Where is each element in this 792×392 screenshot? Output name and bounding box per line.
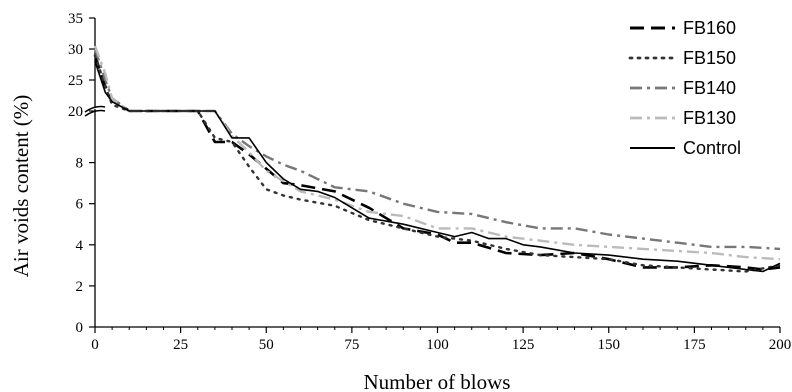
x-tick-label: 25 — [173, 337, 188, 353]
y-tick-label: 4 — [76, 238, 84, 254]
series-line-fb140 — [93, 48, 781, 251]
axis-break-mark-upper — [84, 105, 106, 113]
y-tick-label: 2 — [76, 279, 84, 295]
legend-label-fb160: FB160 — [683, 18, 736, 38]
legend-label-fb130: FB130 — [683, 108, 736, 128]
legend-label-fb150: FB150 — [683, 48, 736, 68]
x-tick-label: 175 — [683, 337, 706, 353]
x-tick-label: 150 — [598, 337, 621, 353]
y-tick-label: 8 — [76, 156, 84, 172]
legend-label-fb140: FB140 — [683, 78, 736, 98]
legend-label-control: Control — [683, 138, 741, 158]
y-tick-label: 0 — [76, 320, 84, 336]
x-axis-title: Number of blows — [364, 370, 511, 392]
y-tick-label: 25 — [68, 73, 83, 89]
axes: 0 25 50 75 100 125 150 175 200 0 2 4 6 8 20 25 30 35 — [68, 11, 791, 353]
series-line-fb150 — [93, 54, 782, 273]
x-tick-label: 50 — [259, 337, 274, 353]
y-tick-label: 35 — [68, 11, 83, 27]
series-line-fb160 — [93, 54, 781, 271]
x-tick-label: 125 — [512, 337, 535, 353]
legend: FB160 FB150 FB140 FB130 Control — [628, 18, 741, 158]
x-tick-label: 75 — [344, 337, 359, 353]
series-line-fb130 — [93, 45, 781, 261]
x-tick-label: 200 — [769, 337, 792, 353]
series-layer — [93, 45, 782, 273]
x-tick-label: 0 — [91, 337, 99, 353]
x-tick-label: 100 — [426, 337, 449, 353]
y-axis-title: Air voids content (%) — [9, 95, 33, 278]
series-line-control — [94, 61, 781, 273]
y-tick-label: 20 — [68, 104, 83, 120]
y-tick-label: 30 — [68, 42, 83, 58]
y-tick-label: 6 — [76, 197, 84, 213]
